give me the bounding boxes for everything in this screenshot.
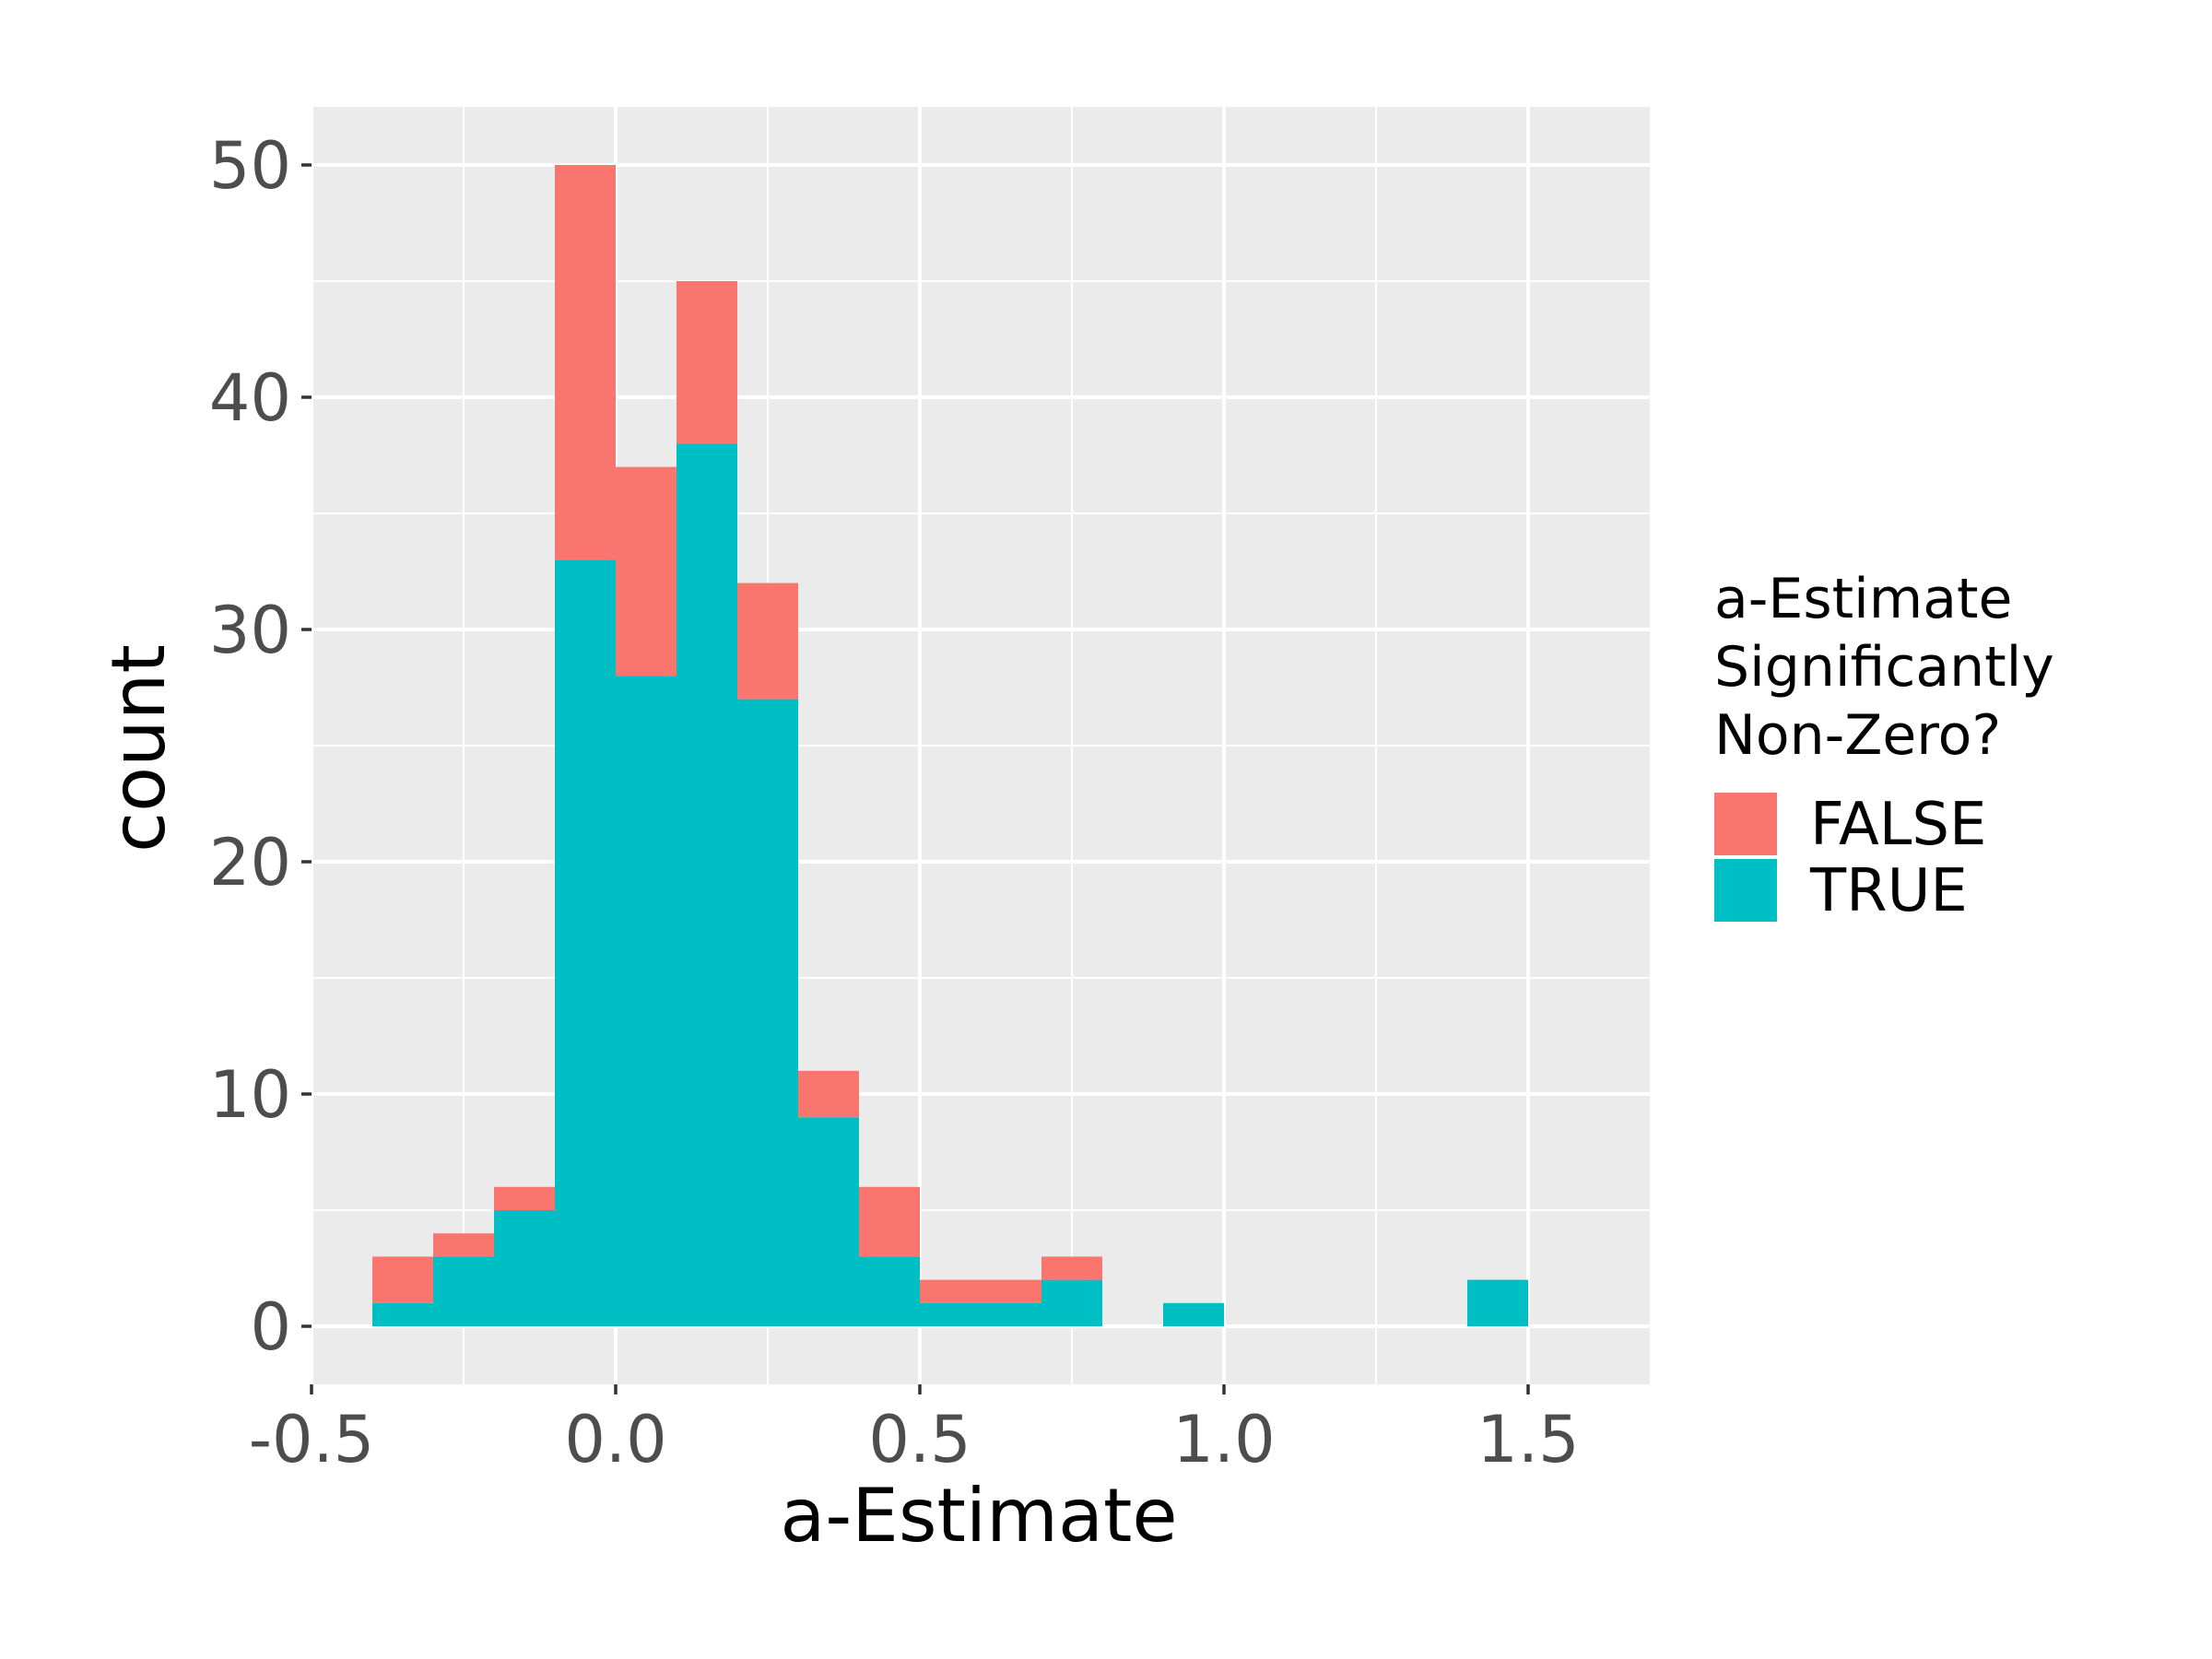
x-tick-label: 1.5 xyxy=(1477,1402,1579,1477)
bar-true xyxy=(372,1303,433,1326)
x-tick-label: 1.0 xyxy=(1172,1402,1275,1477)
y-tick-label: 10 xyxy=(209,1057,291,1133)
bar-false xyxy=(616,467,677,677)
y-tick-label: 30 xyxy=(209,593,291,668)
bar-true xyxy=(616,676,677,1326)
y-tick-labels: 0 10 20 30 40 50 xyxy=(209,128,291,1365)
legend-label-false: FALSE xyxy=(1810,791,1986,859)
x-axis-title: a-Estimate xyxy=(780,1473,1177,1559)
legend-swatch-true xyxy=(1714,859,1777,922)
y-tick-label: 0 xyxy=(250,1289,291,1365)
bar-true xyxy=(798,1117,859,1326)
bar-false xyxy=(920,1280,981,1303)
bar-true xyxy=(677,443,737,1326)
bar-false xyxy=(798,1071,859,1117)
bar-true xyxy=(981,1303,1041,1326)
y-tick-label: 20 xyxy=(209,825,291,900)
bar-false xyxy=(433,1233,494,1256)
x-tick-label: 0.0 xyxy=(564,1402,666,1477)
bar-true xyxy=(555,559,616,1326)
bar-true xyxy=(920,1303,981,1326)
bar-false xyxy=(555,165,616,559)
bar-false xyxy=(372,1256,433,1302)
x-tick-label: 0.5 xyxy=(868,1402,971,1477)
legend-title: Non-Zero? xyxy=(1714,703,2001,768)
bar-false xyxy=(494,1187,555,1210)
bar-false xyxy=(859,1187,920,1257)
bar-true xyxy=(433,1256,494,1326)
bar-false xyxy=(737,583,798,700)
legend-title: Significantly xyxy=(1714,635,2054,700)
bar-false xyxy=(981,1280,1041,1303)
bar-false xyxy=(1041,1256,1102,1279)
x-tick-labels: -0.5 0.0 0.5 1.0 1.5 xyxy=(249,1402,1580,1477)
legend-title: a-Estimate xyxy=(1714,567,2012,631)
x-tick-label: -0.5 xyxy=(249,1402,375,1477)
y-tick-label: 50 xyxy=(209,128,291,204)
bar-true xyxy=(1467,1280,1528,1326)
legend-swatch-false xyxy=(1714,793,1777,855)
y-axis-title: count xyxy=(96,644,182,853)
bar-false xyxy=(677,281,737,443)
legend-label-true: TRUE xyxy=(1809,857,1968,925)
y-tick-label: 40 xyxy=(209,360,291,436)
bar-true xyxy=(737,700,798,1326)
bar-true xyxy=(859,1256,920,1326)
bar-true xyxy=(494,1210,555,1326)
bar-true xyxy=(1041,1280,1102,1326)
bar-true xyxy=(1163,1303,1224,1326)
